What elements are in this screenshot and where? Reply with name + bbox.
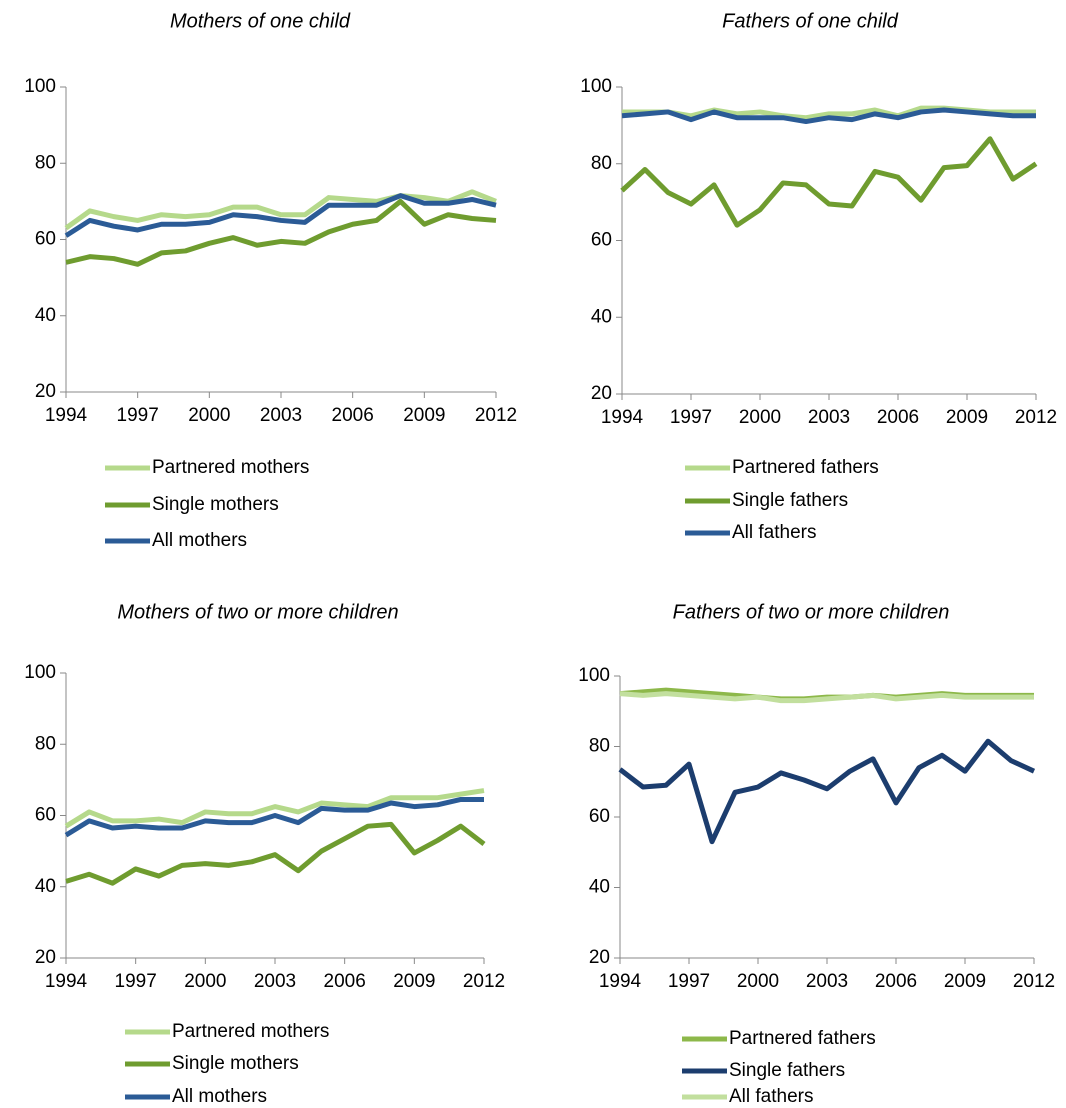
y-tick-label: 100 (24, 76, 56, 97)
series-line (64, 193, 497, 238)
y-tick-label: 20 (35, 947, 56, 968)
y-tick-label: 60 (35, 805, 56, 826)
y-tick-label: 40 (35, 305, 56, 326)
chart-title: Fathers of two or more children (673, 601, 950, 623)
x-tick-label: 2009 (946, 407, 988, 428)
legend-label: All fathers (732, 522, 816, 543)
legend-label: Partnered fathers (729, 1028, 876, 1049)
legend-label: All mothers (152, 530, 247, 551)
y-tick-label: 20 (591, 383, 612, 404)
legend-label: Single fathers (729, 1060, 845, 1081)
series-line (618, 738, 1036, 845)
legend-label: Single mothers (172, 1053, 299, 1074)
x-tick-label: 2012 (1015, 407, 1057, 428)
x-tick-label: 2009 (944, 971, 986, 992)
legend-label: Single fathers (732, 490, 848, 511)
chart-title: Mothers of one child (170, 10, 351, 32)
y-tick-label: 60 (35, 229, 56, 250)
x-tick-label: 2012 (475, 405, 517, 426)
series-line (620, 136, 1038, 228)
y-tick-label: 40 (35, 876, 56, 897)
x-tick-label: 1994 (601, 407, 644, 428)
chart-title: Mothers of two or more children (117, 601, 398, 623)
x-tick-label: 2012 (1013, 971, 1055, 992)
y-tick-label: 80 (591, 153, 612, 174)
y-tick-label: 100 (578, 665, 610, 686)
y-tick-label: 20 (35, 381, 56, 402)
x-tick-label: 2003 (254, 971, 296, 992)
x-tick-label: 1994 (45, 405, 88, 426)
series-line (64, 788, 485, 829)
x-tick-label: 2003 (808, 407, 850, 428)
x-tick-label: 2009 (393, 971, 435, 992)
x-tick-label: 2003 (260, 405, 302, 426)
x-tick-label: 2009 (403, 405, 445, 426)
legend-label: Partnered mothers (172, 1021, 329, 1042)
chart-title: Fathers of one child (722, 10, 899, 32)
x-tick-label: 2000 (739, 407, 781, 428)
x-tick-label: 2012 (463, 971, 505, 992)
series-line (65, 198, 497, 267)
legend-label: All fathers (729, 1086, 813, 1107)
y-tick-label: 60 (589, 806, 610, 827)
x-tick-label: 1997 (117, 405, 159, 426)
y-tick-label: 80 (589, 736, 610, 757)
x-tick-label: 1997 (115, 971, 157, 992)
x-tick-label: 2006 (332, 405, 374, 426)
x-tick-label: 2003 (806, 971, 848, 992)
x-tick-label: 1997 (670, 407, 712, 428)
x-tick-label: 2000 (188, 405, 230, 426)
x-tick-label: 2006 (877, 407, 919, 428)
x-tick-label: 1994 (45, 971, 88, 992)
y-tick-label: 40 (591, 306, 612, 327)
series-line (64, 189, 497, 231)
y-tick-label: 100 (24, 662, 56, 683)
x-tick-label: 2006 (324, 971, 366, 992)
y-tick-label: 80 (35, 733, 56, 754)
y-tick-label: 80 (35, 152, 56, 173)
x-tick-label: 1994 (599, 971, 642, 992)
legend-label: Single mothers (152, 494, 279, 515)
y-tick-label: 60 (591, 230, 612, 251)
legend-label: Partnered mothers (152, 457, 309, 478)
series-line (64, 796, 484, 838)
series-line (621, 107, 1036, 125)
y-tick-label: 40 (589, 877, 610, 898)
series-line (619, 691, 1034, 704)
x-tick-label: 2000 (184, 971, 226, 992)
x-tick-label: 2000 (737, 971, 779, 992)
legend-label: All mothers (172, 1086, 267, 1107)
y-tick-label: 100 (580, 76, 612, 97)
legend-label: Partnered fathers (732, 457, 879, 478)
series-line (65, 821, 486, 886)
x-tick-label: 2006 (875, 971, 917, 992)
x-tick-label: 1997 (668, 971, 710, 992)
y-tick-label: 20 (589, 947, 610, 968)
